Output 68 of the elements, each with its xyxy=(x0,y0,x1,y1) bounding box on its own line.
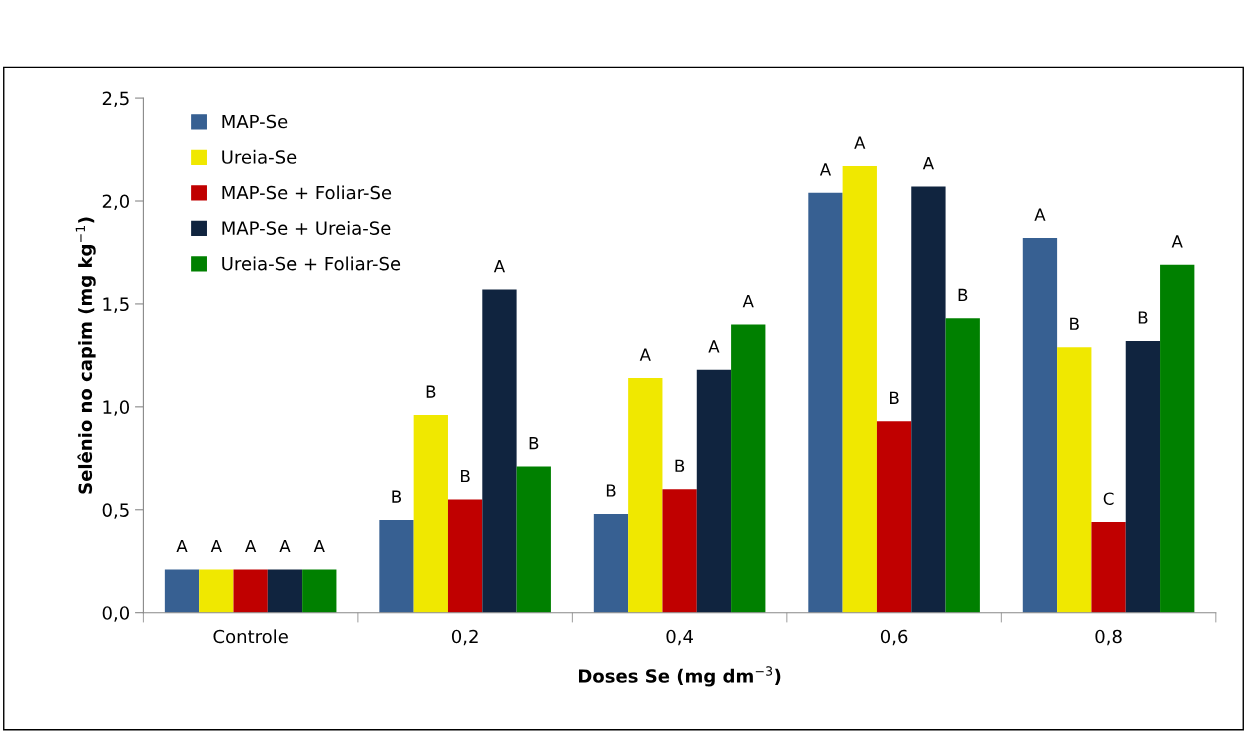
data-label: B xyxy=(392,490,402,503)
data-label: A xyxy=(742,295,754,308)
data-label: A xyxy=(639,348,651,361)
data-label: A xyxy=(1171,235,1183,248)
data-label: A xyxy=(210,539,222,553)
bar xyxy=(808,192,843,613)
x-tick-label: 0,2 xyxy=(451,629,478,646)
bar xyxy=(945,318,980,613)
bar xyxy=(1125,340,1161,613)
bar xyxy=(696,369,732,613)
x-tick-label: 0,6 xyxy=(880,629,908,646)
data-label: B xyxy=(461,469,470,483)
x-tick-label: 0,4 xyxy=(666,629,693,646)
y-tick-label: 0,0 xyxy=(102,606,130,622)
data-label: A xyxy=(819,163,832,176)
bar xyxy=(662,489,697,613)
y-axis-title: Selênio no capim (mg kg$^{−1}$) xyxy=(75,217,96,494)
bar xyxy=(164,569,200,613)
data-label: C xyxy=(1103,492,1114,505)
data-label: B xyxy=(1138,311,1148,324)
data-label: A xyxy=(854,136,866,149)
data-label: A xyxy=(245,539,257,553)
bar xyxy=(876,421,912,613)
y-tick-label: 2,0 xyxy=(102,194,130,210)
bar xyxy=(413,415,448,613)
x-tick-label: 0,8 xyxy=(1095,629,1122,646)
bar xyxy=(842,166,877,613)
bar xyxy=(1091,522,1126,613)
data-label: A xyxy=(708,340,720,353)
data-label: B xyxy=(606,484,616,497)
bar xyxy=(1057,347,1092,613)
legend-label: Ureia-Se + Foliar-Se xyxy=(222,256,401,271)
y-tick-label: 1,5 xyxy=(103,297,129,313)
data-label: B xyxy=(426,385,436,398)
bar xyxy=(447,499,483,613)
y-tick-label: 1,0 xyxy=(103,400,130,416)
bar xyxy=(628,378,663,613)
y-tick-label: 2,5 xyxy=(102,91,129,108)
legend-label: Ureia-Se xyxy=(222,149,297,164)
bar xyxy=(911,186,946,613)
data-label: A xyxy=(1034,208,1046,221)
legend-label: MAP-Se xyxy=(222,114,288,129)
bar xyxy=(731,324,766,613)
legend-label: MAP-Se + Ureia-Se xyxy=(222,220,391,235)
data-label: B xyxy=(958,288,968,301)
data-label: A xyxy=(279,539,291,553)
bar xyxy=(379,520,414,613)
bar xyxy=(593,513,629,613)
data-label: B xyxy=(890,391,899,404)
x-tick-label: Controle xyxy=(213,629,288,644)
data-label: A xyxy=(922,157,934,170)
bar xyxy=(302,569,337,613)
bar xyxy=(516,466,551,613)
bar xyxy=(1160,264,1195,613)
data-label: A xyxy=(176,539,188,553)
bar xyxy=(267,569,303,613)
bar xyxy=(482,289,517,613)
bar xyxy=(1022,238,1058,613)
data-label: A xyxy=(313,539,325,553)
data-label: B xyxy=(1070,317,1079,330)
data-label: A xyxy=(493,260,506,273)
y-tick-label: 0,5 xyxy=(102,503,129,519)
data-label: B xyxy=(529,437,539,450)
bar xyxy=(233,569,268,613)
legend-label: MAP-Se + Foliar-Se xyxy=(222,185,392,200)
bar xyxy=(199,569,234,613)
x-axis-title: Doses Se (mg dm$^{−3}$) xyxy=(578,666,781,687)
data-label: B xyxy=(675,459,685,472)
